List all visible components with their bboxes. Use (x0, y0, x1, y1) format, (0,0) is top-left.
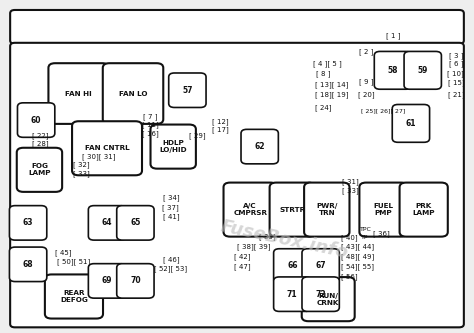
Text: [ 10]: [ 10] (447, 70, 464, 77)
Text: [ 31]: [ 31] (342, 178, 359, 185)
Text: 71: 71 (287, 290, 298, 299)
FancyBboxPatch shape (359, 182, 408, 237)
Text: HDLP
LO/HID: HDLP LO/HID (159, 140, 187, 153)
Text: [ 43][ 44]: [ 43][ 44] (341, 243, 374, 250)
FancyBboxPatch shape (9, 247, 47, 282)
FancyBboxPatch shape (17, 148, 62, 192)
FancyBboxPatch shape (151, 125, 196, 168)
Text: 63: 63 (23, 218, 33, 227)
Text: 59: 59 (418, 66, 428, 75)
Text: FAN CNTRL: FAN CNTRL (85, 145, 129, 151)
FancyBboxPatch shape (241, 129, 278, 164)
FancyBboxPatch shape (88, 264, 126, 298)
FancyBboxPatch shape (400, 182, 448, 237)
Text: [ 9 ]: [ 9 ] (359, 79, 373, 85)
FancyBboxPatch shape (302, 277, 339, 311)
FancyBboxPatch shape (169, 73, 206, 108)
FancyBboxPatch shape (392, 105, 429, 142)
Text: 70: 70 (130, 276, 141, 285)
FancyBboxPatch shape (224, 182, 277, 237)
Text: [ 24]: [ 24] (315, 104, 332, 111)
Text: FAN HI: FAN HI (65, 91, 92, 97)
Text: [ 11]: [ 11] (142, 122, 159, 129)
Text: [ 15]: [ 15] (447, 80, 464, 86)
Text: 57: 57 (182, 86, 192, 95)
Text: [ 4 ][ 5 ]: [ 4 ][ 5 ] (313, 60, 342, 67)
FancyBboxPatch shape (302, 249, 339, 283)
Text: [ 2 ]: [ 2 ] (359, 49, 373, 56)
Text: [ 36]: [ 36] (373, 230, 390, 237)
Text: [ 40]: [ 40] (341, 234, 358, 241)
FancyBboxPatch shape (18, 103, 55, 137)
Text: [ 34]: [ 34] (163, 194, 179, 201)
Text: 72: 72 (315, 290, 326, 299)
FancyBboxPatch shape (302, 277, 355, 321)
Text: [ 25][ 26][ 27]: [ 25][ 26][ 27] (361, 108, 406, 113)
Text: FOG
LAMP: FOG LAMP (28, 163, 51, 176)
Text: PWR/
TRN: PWR/ TRN (316, 203, 337, 216)
Text: 68: 68 (23, 260, 34, 269)
Text: PRK
LAMP: PRK LAMP (412, 203, 435, 216)
FancyBboxPatch shape (9, 206, 47, 240)
FancyBboxPatch shape (72, 121, 142, 175)
FancyBboxPatch shape (45, 274, 103, 319)
Text: [ 28]: [ 28] (32, 141, 48, 147)
FancyBboxPatch shape (48, 63, 109, 124)
FancyBboxPatch shape (304, 182, 349, 237)
Text: [ 6 ]: [ 6 ] (448, 60, 463, 67)
Text: FuseBox.info: FuseBox.info (219, 217, 350, 262)
Text: 69: 69 (102, 276, 112, 285)
Text: [ 1 ]: [ 1 ] (386, 32, 400, 39)
Text: [ 32]: [ 32] (73, 162, 90, 168)
Text: [ 45]: [ 45] (55, 249, 71, 256)
Text: 58: 58 (388, 66, 398, 75)
Text: TP: TP (361, 235, 368, 240)
Text: FAN LO: FAN LO (119, 91, 147, 97)
Text: [ 30][ 31]: [ 30][ 31] (82, 153, 115, 160)
Text: [ 47]: [ 47] (234, 263, 251, 270)
Text: A/C
CMPRSR: A/C CMPRSR (233, 203, 267, 216)
FancyBboxPatch shape (404, 51, 441, 89)
Text: [ 46]: [ 46] (163, 256, 179, 263)
FancyBboxPatch shape (270, 182, 315, 237)
Text: [ 38][ 39]: [ 38][ 39] (237, 243, 271, 250)
FancyBboxPatch shape (117, 264, 154, 298)
Text: [ 13][ 14]: [ 13][ 14] (315, 81, 348, 88)
FancyBboxPatch shape (10, 43, 464, 327)
Text: STRTR: STRTR (279, 206, 305, 212)
Text: [ 20]: [ 20] (358, 91, 374, 98)
Text: [ 52][ 53]: [ 52][ 53] (154, 265, 187, 272)
Text: [ 37]: [ 37] (163, 204, 179, 211)
Text: 62: 62 (255, 142, 265, 151)
Text: [ 29]: [ 29] (189, 133, 205, 140)
Text: 67: 67 (315, 261, 326, 270)
Text: [ 17]: [ 17] (212, 127, 229, 134)
FancyBboxPatch shape (88, 206, 126, 240)
Text: [ 16]: [ 16] (142, 130, 159, 137)
Text: [ 18][ 19]: [ 18][ 19] (315, 91, 348, 98)
FancyBboxPatch shape (374, 51, 411, 89)
FancyBboxPatch shape (273, 277, 311, 311)
Text: REAR
DEFOG: REAR DEFOG (60, 290, 88, 303)
Text: [ 21]: [ 21] (447, 91, 464, 98)
Text: [ 41]: [ 41] (163, 213, 179, 220)
FancyBboxPatch shape (273, 249, 311, 283)
Text: RUN/
CRNK: RUN/ CRNK (317, 293, 339, 306)
Text: 66: 66 (287, 261, 298, 270)
FancyBboxPatch shape (117, 206, 154, 240)
Text: [ 48][ 49]: [ 48][ 49] (341, 253, 374, 260)
Text: 64: 64 (102, 218, 112, 227)
Text: [ 33]: [ 33] (342, 187, 359, 194)
Text: [ 42]: [ 42] (234, 253, 250, 260)
Text: [ 8 ]: [ 8 ] (316, 70, 331, 77)
Text: TPC: TPC (360, 227, 372, 232)
Text: 61: 61 (406, 119, 416, 128)
Text: [ 12]: [ 12] (212, 118, 229, 125)
Text: 65: 65 (130, 218, 141, 227)
Text: [ 54][ 55]: [ 54][ 55] (341, 263, 374, 270)
Text: [ 35]: [ 35] (259, 233, 276, 239)
Text: [ 7 ]: [ 7 ] (143, 113, 158, 120)
Text: [ 22]: [ 22] (32, 133, 48, 140)
Text: 60: 60 (31, 116, 41, 125)
